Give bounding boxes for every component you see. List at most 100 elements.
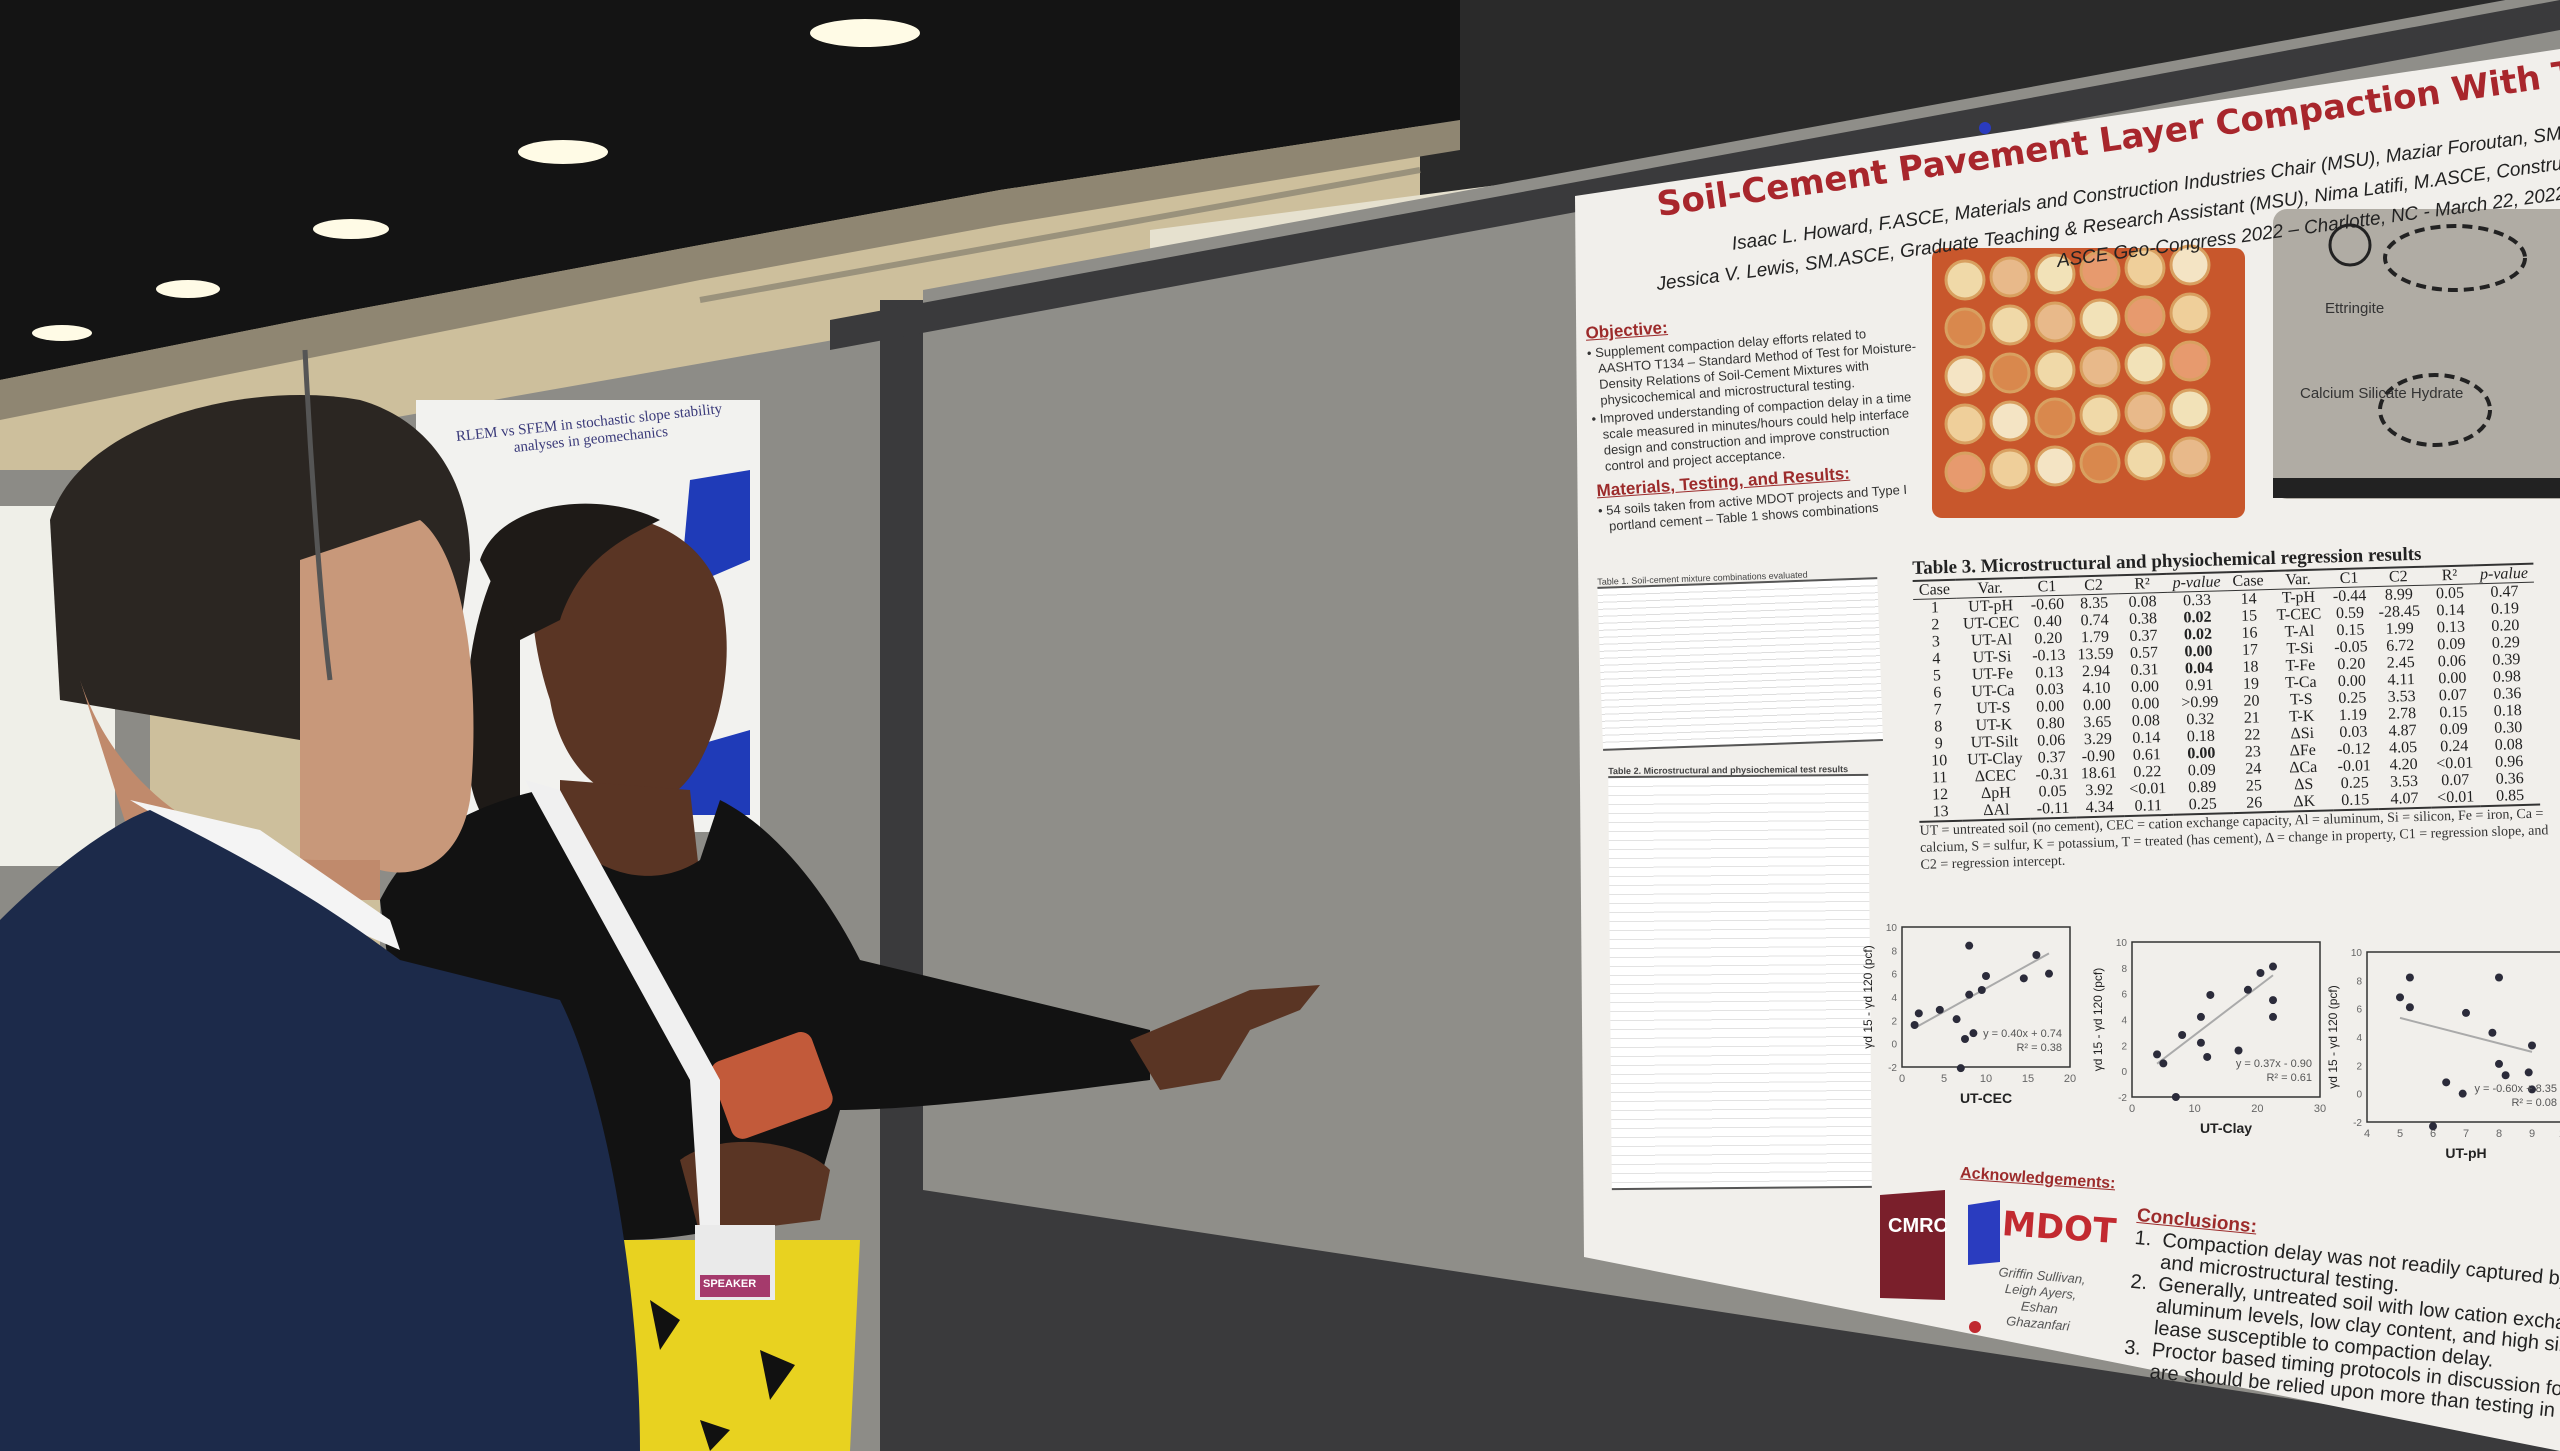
table-cell: 0.22 <box>2133 763 2162 781</box>
table-cell: 2.94 <box>2081 662 2111 681</box>
table-cell: 0.15 <box>2336 621 2365 640</box>
table-cell: 0.98 <box>2492 668 2522 686</box>
table-cell: 0.07 <box>2438 686 2468 705</box>
table-cell: ΔFe <box>2289 741 2317 760</box>
sample-cup <box>2169 436 2211 478</box>
table-cell: 4.05 <box>2388 738 2418 757</box>
table-cell: 0.00 <box>2184 642 2213 661</box>
data-point <box>1956 1064 1965 1073</box>
data-point <box>2153 1050 2162 1059</box>
x-tick-label: 5 <box>1941 1073 1947 1085</box>
x-axis-label: UT-CEC <box>1960 1090 2012 1106</box>
table-cell: 0.00 <box>2131 695 2160 713</box>
sample-cup <box>2124 247 2166 289</box>
data-point <box>2501 1071 2510 1080</box>
x-tick-label: 0 <box>1899 1073 1905 1085</box>
data-point <box>2528 1041 2536 1050</box>
board-top-frame <box>830 0 2560 350</box>
x-tick-label: 4 <box>2364 1128 2370 1140</box>
table-cell: T-CEC <box>2276 605 2322 624</box>
regression-annotation: R² = 0.61 <box>2266 1072 2312 1084</box>
sample-cup <box>2169 292 2211 334</box>
data-point <box>2528 1085 2536 1094</box>
x-tick-label: 8 <box>2496 1128 2502 1140</box>
table-cell: -0.44 <box>2332 587 2367 606</box>
table-cell: T-Al <box>2284 622 2315 641</box>
sample-cup <box>2034 253 2076 295</box>
table-cell: 0.00 <box>2337 672 2367 691</box>
table-2-body <box>1608 773 1872 1191</box>
cmrc-logo <box>1880 1190 1945 1300</box>
table-cell: -0.12 <box>2336 740 2371 759</box>
sample-cup <box>2169 340 2211 382</box>
table-cell: T-pH <box>2281 588 2316 607</box>
ceiling-light <box>32 325 92 341</box>
table-cell: UT-pH <box>1968 597 2014 616</box>
table-3: Table 3. Microstructural and physiochemi… <box>1912 540 2560 874</box>
table-cell: ΔSi <box>2290 724 2315 743</box>
table-cell: T-Ca <box>2284 673 2317 692</box>
sample-cup <box>1944 355 1986 397</box>
table-cell: 0.14 <box>2436 601 2465 620</box>
y-tick-label: 8 <box>1891 946 1897 957</box>
skirt-pattern <box>650 1300 795 1451</box>
sample-cup <box>1989 256 2031 298</box>
y-tick-label: 10 <box>1886 923 1898 934</box>
table-cell: 3 <box>1931 633 1941 651</box>
table-cell: 0.36 <box>2495 770 2524 788</box>
braids <box>466 560 520 825</box>
y-tick-label: 4 <box>1891 993 1897 1004</box>
data-point <box>1914 1009 1923 1018</box>
table-cell: 15 <box>2240 607 2258 625</box>
data-point <box>2203 1052 2212 1061</box>
regression-annotation: y = -0.60x + 8.35 <box>2474 1083 2557 1095</box>
sem-label-csh: Calcium Silicate Hydrate <box>2300 385 2464 402</box>
regression-annotation: R² = 0.38 <box>2016 1042 2062 1054</box>
y-tick-label: 6 <box>2356 1005 2362 1016</box>
table-cell: ΔK <box>2293 792 2316 811</box>
sem-annotation-circle <box>2383 224 2527 292</box>
sample-cup <box>2124 439 2166 481</box>
sample-cup <box>1944 259 1986 301</box>
sample-cup <box>2124 295 2166 337</box>
table-cell: 20 <box>2243 692 2260 710</box>
data-point <box>2196 1038 2205 1047</box>
x-tick-label: 20 <box>2251 1103 2263 1115</box>
table-cell: 8.35 <box>2079 594 2109 613</box>
table-cell: 4.87 <box>2388 721 2417 740</box>
table-cell: 3.53 <box>2389 772 2419 791</box>
table-cell: 0.13 <box>2436 618 2466 637</box>
table-cell: 26 <box>2246 794 2263 812</box>
table-cell: 0.39 <box>2492 651 2521 669</box>
plot-frame <box>1901 926 2071 1068</box>
table-cell: 0.11 <box>2134 797 2163 815</box>
sample-cup <box>1944 451 1986 493</box>
y-axis-label: γd 15 - γd 120 (pcf) <box>1861 945 1875 1048</box>
table-cell: 3.53 <box>2387 687 2416 706</box>
data-point <box>2405 1003 2414 1012</box>
sample-cup <box>1944 307 1986 349</box>
data-point <box>1961 1035 1969 1043</box>
sample-cup <box>2079 442 2121 484</box>
table-cell: -28.45 <box>2378 602 2421 621</box>
regression-annotation: y = 0.40x + 0.74 <box>1983 1028 2062 1040</box>
ceiling-light <box>156 280 220 298</box>
badge-ribbon <box>700 1275 770 1297</box>
table-cell: 0.00 <box>2082 696 2112 715</box>
table-cell: -0.31 <box>2035 765 2070 784</box>
y-tick-label: 2 <box>2356 1061 2362 1072</box>
table-cell: 0.00 <box>2036 697 2065 716</box>
table-cell: 0.05 <box>2038 782 2067 801</box>
table-cell: 1.99 <box>2385 620 2415 638</box>
y-tick-label: 0 <box>2356 1090 2362 1101</box>
table-cell: UT-Fe <box>1971 665 2014 684</box>
table-3-header: Var. <box>2285 570 2311 589</box>
table-cell: ΔS <box>2293 775 2314 794</box>
lanyard <box>525 780 720 1230</box>
table-cell: 12 <box>1931 786 1949 804</box>
table-cell: 0.31 <box>2130 661 2159 679</box>
data-point <box>2495 1059 2503 1068</box>
data-point <box>2269 996 2277 1005</box>
acknowledged-names: Griffin Sullivan, Leigh Ayers, Eshan Gha… <box>1987 1264 2092 1336</box>
data-point <box>2488 1028 2497 1037</box>
